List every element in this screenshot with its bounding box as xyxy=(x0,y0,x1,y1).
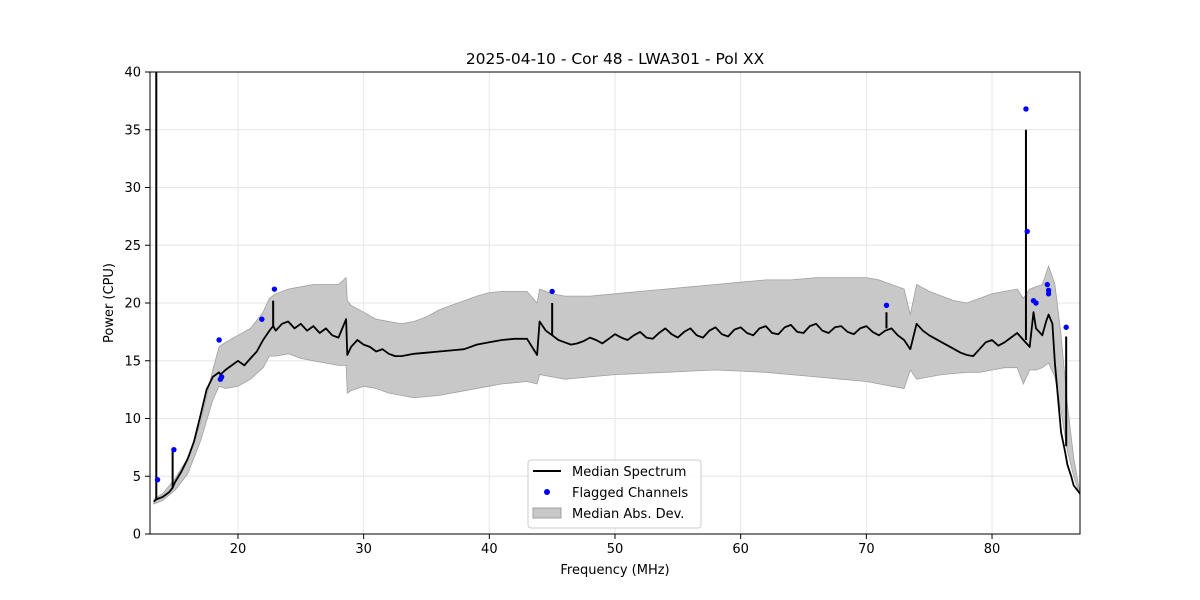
x-tick-label: 40 xyxy=(481,542,498,557)
plot-area xyxy=(153,72,1080,505)
flagged-point xyxy=(1024,228,1030,235)
y-tick-label: 35 xyxy=(124,123,141,138)
flagged-point xyxy=(1023,106,1029,112)
x-tick-label: 60 xyxy=(732,542,749,557)
y-tick-label: 15 xyxy=(124,354,141,369)
flagged-point xyxy=(1044,281,1051,288)
flagged-point xyxy=(883,302,890,309)
legend-mad-swatch xyxy=(532,507,562,519)
median-spikes xyxy=(155,72,1068,500)
legend-mad-label: Median Abs. Dev. xyxy=(572,507,684,522)
flagged-point xyxy=(259,316,265,322)
flagged-point xyxy=(1033,300,1039,306)
y-tick-label: 0 xyxy=(133,528,141,543)
x-axis: 20 30 40 50 60 70 80 xyxy=(230,534,1001,557)
flagged-point xyxy=(216,337,222,343)
y-tick-label: 10 xyxy=(124,412,141,427)
mad-band xyxy=(153,264,1080,505)
flagged-point xyxy=(171,446,177,453)
y-tick-label: 25 xyxy=(124,239,141,254)
x-tick-label: 80 xyxy=(984,542,1001,557)
legend-flagged-label: Flagged Channels xyxy=(572,486,688,501)
legend-flagged-swatch xyxy=(544,489,550,495)
y-axis: 0 5 10 15 20 25 30 35 40 xyxy=(124,66,150,543)
chart-title: 2025-04-10 - Cor 48 - LWA301 - Pol XX xyxy=(466,50,765,68)
y-tick-label: 5 xyxy=(133,470,141,485)
y-tick-label: 20 xyxy=(124,297,141,312)
x-axis-label: Frequency (MHz) xyxy=(560,563,669,578)
flagged-point xyxy=(549,288,555,295)
legend-box xyxy=(527,459,702,529)
x-tick-label: 50 xyxy=(607,542,624,557)
flagged-channels xyxy=(154,106,1069,483)
flagged-point xyxy=(1063,324,1069,330)
y-tick-label: 40 xyxy=(124,66,141,81)
x-tick-label: 30 xyxy=(355,542,372,557)
legend-median-label: Median Spectrum xyxy=(572,465,686,480)
x-tick-label: 70 xyxy=(858,542,875,557)
flagged-point xyxy=(1045,291,1052,297)
legend: Median Spectrum Flagged Channels Median … xyxy=(527,459,702,529)
flagged-point xyxy=(217,376,224,382)
flagged-point xyxy=(271,286,278,292)
flagged-point xyxy=(154,477,161,483)
y-axis-label: Power (CPU) xyxy=(102,263,117,343)
x-tick-label: 20 xyxy=(230,542,247,557)
median-spectrum-line xyxy=(153,311,1080,503)
y-tick-label: 30 xyxy=(124,181,141,196)
